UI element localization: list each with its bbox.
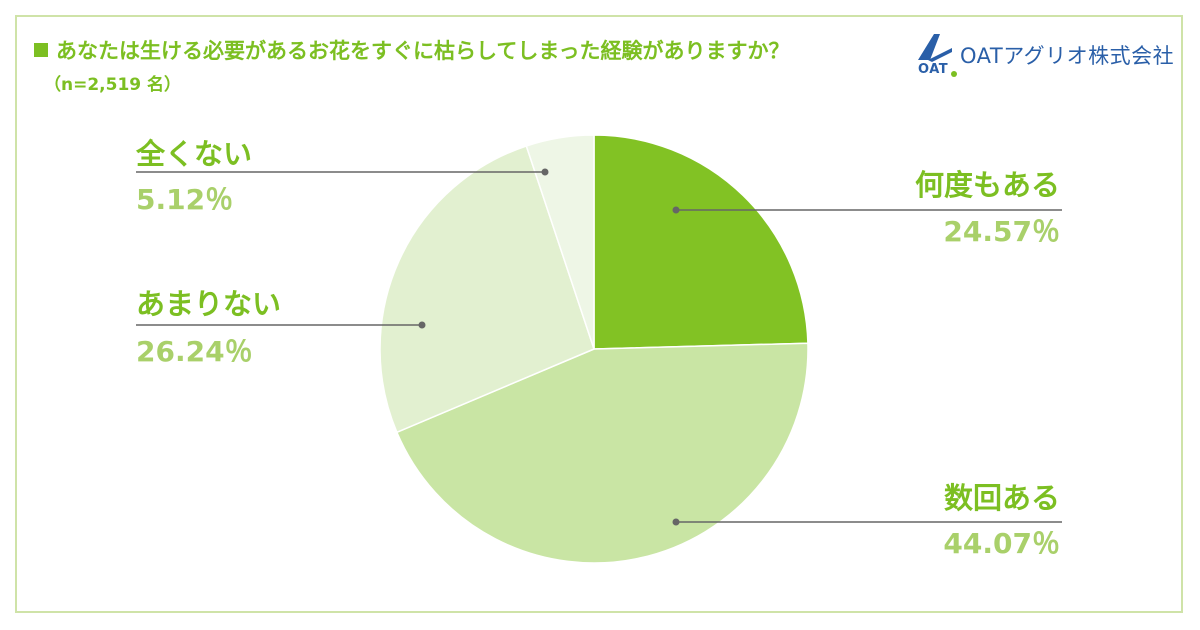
slice-value-1: 44.07％ [943, 527, 1060, 560]
pie-slice-1 [395, 342, 809, 564]
slice-label-2: あまりない [136, 287, 282, 321]
title-square-icon [34, 43, 48, 57]
slice-value-0: 24.57％ [943, 215, 1060, 248]
logo [918, 34, 957, 77]
logo-mark-text: OAT [918, 62, 949, 77]
pie-slice-0 [593, 134, 809, 350]
pie-slice-3 [525, 134, 595, 350]
logo-company-name: OATアグリオ株式会社 [960, 44, 1175, 68]
leader-dot-3 [541, 168, 549, 176]
logo-mark-icon [918, 34, 940, 60]
chart-title: あなたは生ける必要があるお花をすぐに枯らしてしまった経験がありますか？ [34, 38, 790, 64]
slice-label-3: 全くない [136, 137, 253, 171]
chart-subtitle: （n=2,519 名） [44, 75, 182, 95]
leader-dot-1 [672, 518, 680, 526]
chart-title-text: あなたは生ける必要があるお花をすぐに枯らしてしまった経験がありますか？ [56, 39, 790, 63]
slice-label-1: 数回ある [943, 481, 1060, 515]
slice-value-2: 26.24％ [136, 335, 253, 368]
pie-slice-2 [379, 145, 595, 434]
slice-value-3: 5.12％ [136, 183, 234, 216]
leader-dot-0 [672, 206, 680, 214]
slice-label-0: 何度もある [914, 168, 1060, 202]
leader-dot-2 [418, 321, 426, 329]
